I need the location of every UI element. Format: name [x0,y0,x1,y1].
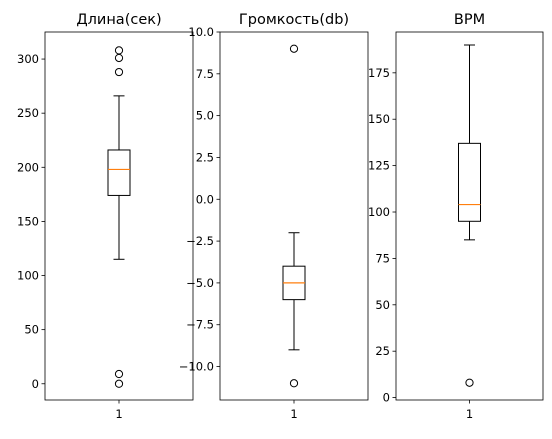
outlier-point [465,378,474,387]
subplot-1: Длина(сек) 0 50 100 150 200 250 300 1 [17,12,194,421]
subplot-3: BPM 0 25 50 75 100 125 150 175 1 [368,12,544,421]
outlier-point [114,379,124,388]
x-tick-label: 1 [466,407,473,421]
y-tick-label: 125 [368,159,390,173]
iqr-box [458,142,481,222]
subplot-title: Длина(сек) [76,12,161,28]
y-tick-label: −10.0 [179,360,214,374]
y-tick-label: 300 [17,52,39,66]
y-tick-label: 50 [375,298,390,312]
x-tick-label: 1 [115,407,122,421]
y-tick-label: 0 [32,377,39,391]
y-tick-label: 5.0 [196,109,214,123]
y-tick-label: 75 [375,251,390,265]
y-tick-label: −2.5 [186,234,214,248]
outlier-point [289,44,299,53]
y-tick-label: 50 [24,323,39,337]
y-tick-label: −7.5 [186,318,214,332]
subplot-title: Громкость(db) [239,12,349,28]
y-tick-label: 7.5 [196,67,214,81]
y-tick-label: 150 [368,112,390,126]
axes-frame [219,31,369,401]
y-tick-label: 200 [17,160,39,174]
outlier-point [114,53,124,63]
y-tick-label: 0.0 [196,192,214,206]
axes-frame [395,31,544,401]
y-tick-label: 175 [368,66,390,80]
outlier-point [114,67,124,77]
axes-frame [44,31,194,401]
subplot-2: Громкость(db) 10.0 7.5 5.0 2.5 0.0 −2.5 −5.0 −7.… [179,12,369,421]
y-tick-label: 150 [17,214,39,228]
iqr-box [107,149,131,196]
outlier-point [289,379,299,388]
y-tick-label: 0 [383,391,390,405]
outlier-point [114,46,124,55]
y-tick-label: 100 [17,269,39,283]
y-tick-label: 10.0 [188,25,214,39]
x-tick-label: 1 [290,407,297,421]
subplot-title: BPM [454,12,485,28]
y-tick-label: −5.0 [186,276,214,290]
y-tick-label: 25 [375,344,390,358]
y-tick-label: 2.5 [196,150,214,164]
y-tick-label: 250 [17,106,39,120]
outlier-point [114,369,124,379]
y-tick-label: 100 [368,205,390,219]
